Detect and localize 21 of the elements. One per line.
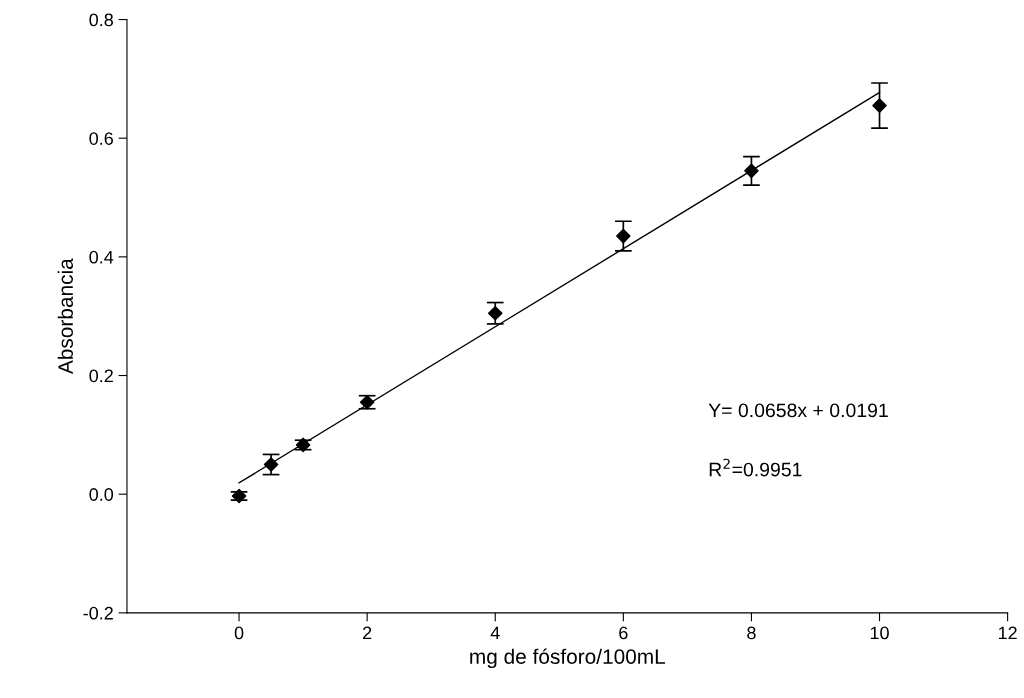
y-axis-title: Absorbancia (57, 258, 73, 375)
annotation: Y= 0.0658x + 0.0191 (708, 403, 888, 418)
y-tick-label: 0.4 (89, 250, 114, 264)
x-tick-label: 6 (619, 626, 628, 640)
point (616, 228, 631, 244)
annotation: R$^{2}$=0.9951 (709, 458, 802, 477)
y-tick-label: 0.0 (89, 488, 114, 501)
y-tick-label: 0.8 (89, 13, 113, 27)
x-tick-label: 2 (363, 626, 372, 640)
x-tick-label: 0 (234, 626, 244, 640)
point (744, 163, 759, 179)
x-tick-label: 8 (747, 626, 756, 640)
x-tick-label: 4 (490, 626, 500, 640)
y-tick-label: 0.6 (89, 132, 113, 145)
x-tick-label: 12 (998, 626, 1017, 640)
x-tick-label: 10 (870, 626, 889, 640)
point (487, 305, 503, 321)
point (872, 98, 887, 113)
y-tick-label: -0.2 (83, 606, 113, 620)
y-tick-label: 0.2 (89, 369, 113, 383)
x-axis-title: mg de fósforo/100mL (470, 648, 666, 669)
